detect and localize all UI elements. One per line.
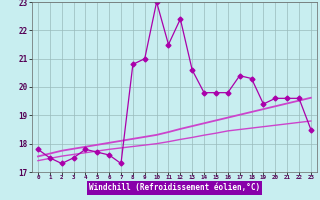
X-axis label: Windchill (Refroidissement éolien,°C): Windchill (Refroidissement éolien,°C): [89, 183, 260, 192]
